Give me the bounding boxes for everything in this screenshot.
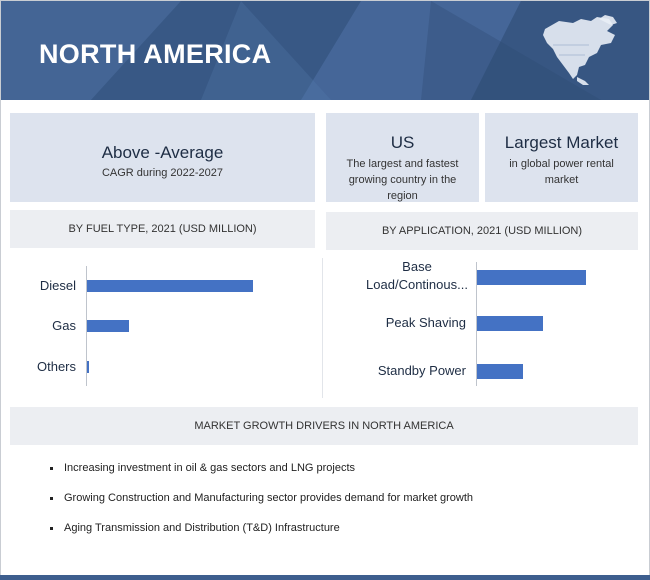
bar <box>477 269 586 285</box>
highlight-us-text: The largest and fastest growing country … <box>346 158 459 202</box>
bullet-icon <box>50 497 53 500</box>
page-title: NORTH AMERICA <box>39 39 272 69</box>
category-label: Others <box>36 359 76 374</box>
driver-item: Aging Transmission and Distribution (T&D… <box>50 522 473 552</box>
driver-text: Growing Construction and Manufacturing s… <box>64 492 474 504</box>
highlight-largest: Largest Market in global power rental ma… <box>485 113 638 202</box>
category-label: Diesel <box>39 278 76 293</box>
bar <box>477 315 544 331</box>
driver-item: Growing Construction and Manufacturing s… <box>50 492 473 522</box>
highlight-cagr-title: Above -Average <box>101 143 224 162</box>
application-chart-title: BY APPLICATION, 2021 (USD MILLION) <box>326 212 638 250</box>
driver-item: Increasing investment in oil & gas secto… <box>50 462 473 492</box>
bar <box>477 363 523 379</box>
header-banner: NORTH AMERICA <box>1 1 649 100</box>
drivers-title: MARKET GROWTH DRIVERS IN NORTH AMERICA <box>10 407 638 445</box>
highlight-cagr-text: CAGR during 2022-2027 <box>101 167 224 179</box>
bar <box>87 280 253 292</box>
highlight-largest-text: in global power rental market <box>509 158 614 186</box>
driver-text: Increasing investment in oil & gas secto… <box>64 462 356 474</box>
highlight-us-title: US <box>390 133 415 152</box>
category-label: Standby Power <box>377 363 466 378</box>
bullet-icon <box>50 467 53 470</box>
bar <box>87 361 90 373</box>
fuel-type-chart-title: BY FUEL TYPE, 2021 (USD MILLION) <box>10 210 315 248</box>
fuel-type-axis <box>86 266 87 386</box>
drivers-list: Increasing investment in oil & gas secto… <box>50 462 473 552</box>
chart-divider <box>322 258 323 398</box>
bottom-border <box>0 575 650 580</box>
bar <box>87 320 129 332</box>
bullet-icon <box>50 527 53 530</box>
category-label: Base Load/Continous... <box>366 259 468 292</box>
highlight-cagr: Above -Average CAGR during 2022-2027 <box>10 113 315 202</box>
category-label: Gas <box>52 318 76 333</box>
application-axis <box>476 262 477 386</box>
north-america-map-icon <box>543 15 617 85</box>
category-label: Peak Shaving <box>385 315 466 330</box>
highlight-us: US The largest and fastest growing count… <box>326 113 479 202</box>
highlight-largest-title: Largest Market <box>504 133 619 152</box>
driver-text: Aging Transmission and Distribution (T&D… <box>64 522 340 534</box>
